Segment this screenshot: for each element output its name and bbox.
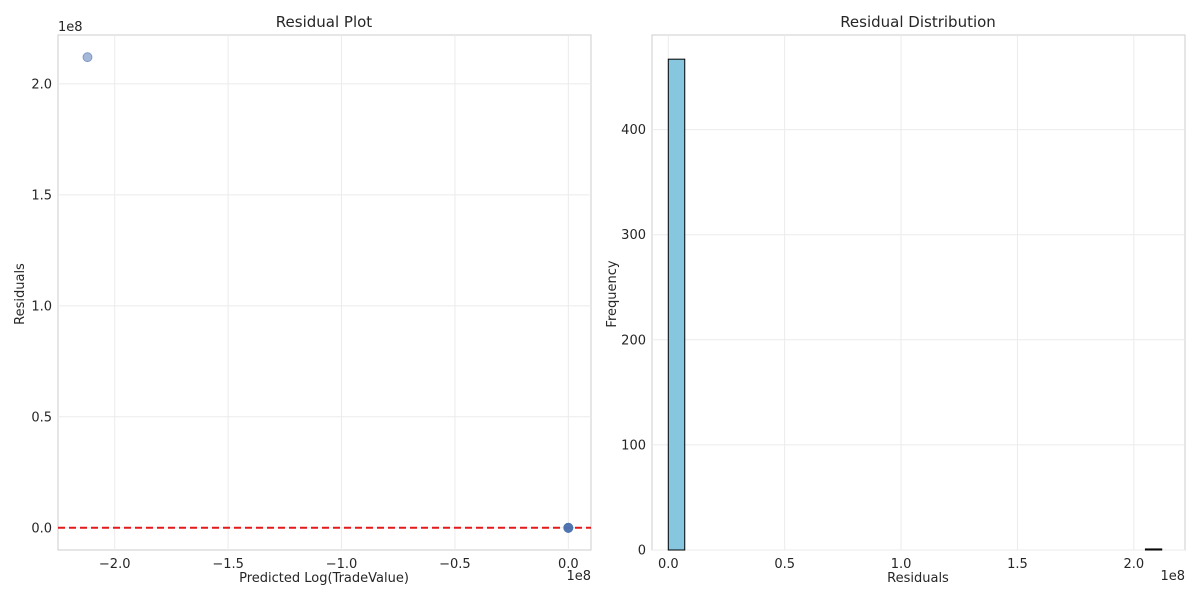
x-tick-label: −1.0 xyxy=(326,557,358,572)
residual-plot-panel: −2.0 −1.5 −1.0 −0.5 0.0 0.0 0.5 1.0 1.5 2.0 Resi… xyxy=(13,13,592,586)
x-tick-label: 0.5 xyxy=(774,557,795,572)
x-tick-label: 2.0 xyxy=(1123,557,1144,572)
y-tick-label: 0.0 xyxy=(31,521,52,536)
y-tick-label: 200 xyxy=(621,333,646,348)
residual-distribution-x-ticks: 0.0 0.5 1.0 1.5 2.0 xyxy=(658,557,1144,572)
residual-plot-y-ticks: 0.0 0.5 1.0 1.5 2.0 xyxy=(31,77,52,536)
residual-distribution-ylabel: Frequency xyxy=(605,260,620,327)
residual-distribution-y-ticks: 0 100 200 300 400 xyxy=(621,123,646,558)
residual-distribution-title: Residual Distribution xyxy=(840,13,996,31)
residual-distribution-axes xyxy=(651,34,1186,551)
y-tick-label: 1.5 xyxy=(31,188,52,203)
residual-distribution-x-offset: 1e8 xyxy=(1160,569,1185,584)
residual-plot-y-offset: 1e8 xyxy=(58,20,83,35)
x-tick-label: 0.0 xyxy=(558,557,579,572)
y-tick-label: 1.0 xyxy=(31,299,52,314)
residual-distribution-grid xyxy=(652,35,1185,551)
residual-distribution-xlabel: Residuals xyxy=(887,571,949,586)
x-tick-label: 1.5 xyxy=(1007,557,1028,572)
residual-point xyxy=(82,52,93,63)
residual-plot-ylabel: Residuals xyxy=(13,263,28,325)
residual-point xyxy=(563,522,574,533)
y-tick-label: 0.5 xyxy=(31,410,52,425)
y-tick-label: 100 xyxy=(621,438,646,453)
residual-plot-xlabel: Predicted Log(TradeValue) xyxy=(239,571,409,586)
histogram-bars xyxy=(667,58,1163,551)
residual-points xyxy=(82,52,574,533)
x-tick-label: −0.5 xyxy=(439,557,471,572)
histogram-bar xyxy=(1144,548,1163,551)
x-tick-label: 0.0 xyxy=(658,557,679,572)
y-tick-label: 300 xyxy=(621,228,646,243)
residual-plot-x-offset: 1e8 xyxy=(566,569,591,584)
x-tick-label: 1.0 xyxy=(891,557,912,572)
residual-distribution-panel: 0.0 0.5 1.0 1.5 2.0 0 100 200 300 400 Residual D… xyxy=(605,13,1186,586)
y-tick-label: 2.0 xyxy=(31,77,52,92)
y-tick-label: 0 xyxy=(638,544,646,559)
residual-plot-axes xyxy=(57,34,592,551)
histogram-bar xyxy=(667,58,686,551)
residual-plot-title: Residual Plot xyxy=(276,13,373,31)
residual-plot-x-ticks: −2.0 −1.5 −1.0 −0.5 0.0 xyxy=(99,557,579,572)
x-tick-label: −2.0 xyxy=(99,557,131,572)
x-tick-label: −1.5 xyxy=(212,557,244,572)
y-tick-label: 400 xyxy=(621,123,646,138)
